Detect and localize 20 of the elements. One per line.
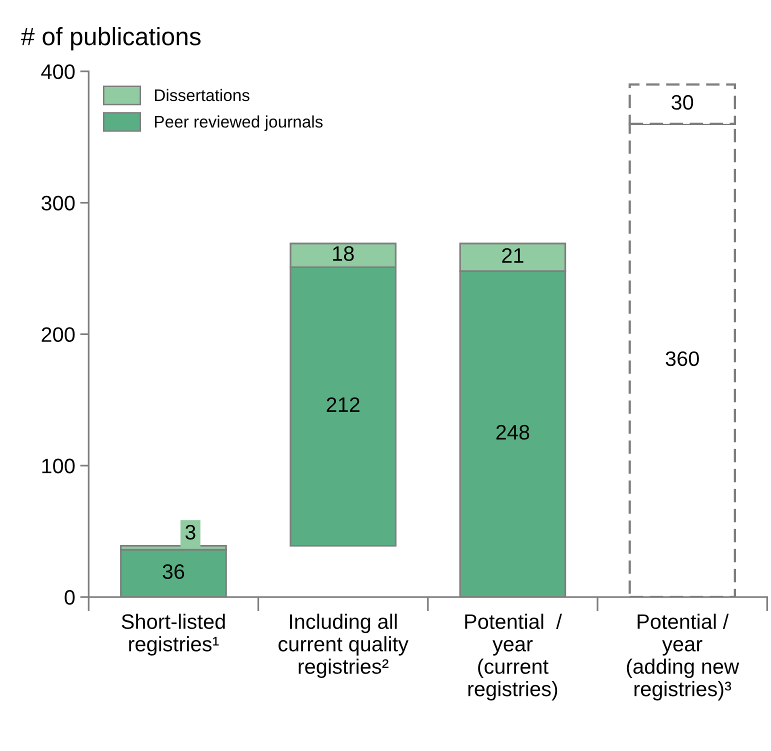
data-label: 21	[502, 248, 524, 263]
data-label: 248	[496, 424, 530, 440]
x-tick-label: Short-listed registries¹	[122, 614, 225, 656]
x-tick-label: Potential / year (current registries)	[465, 614, 562, 700]
data-label: 360	[666, 351, 699, 366]
y-tick-label: 400	[41, 64, 75, 80]
data-label: 18	[333, 246, 354, 261]
data-label: 3	[185, 524, 196, 540]
data-label: 30	[672, 95, 694, 110]
y-axis-title: # of publications	[20, 27, 201, 50]
legend-label: Dissertations	[155, 88, 250, 102]
x-tick-label: Potential / year (adding new registries)³	[626, 614, 740, 700]
legend-label: Peer reviewed journals	[155, 115, 323, 131]
y-tick-label: 100	[42, 458, 75, 474]
y-tick-label: 300	[42, 196, 75, 211]
x-tick-label: Including all current quality registries²	[278, 614, 408, 678]
y-tick-label: 0	[64, 590, 75, 605]
data-label: 212	[326, 397, 360, 412]
data-label: 36	[162, 564, 184, 579]
y-tick-label: 200	[42, 327, 75, 342]
